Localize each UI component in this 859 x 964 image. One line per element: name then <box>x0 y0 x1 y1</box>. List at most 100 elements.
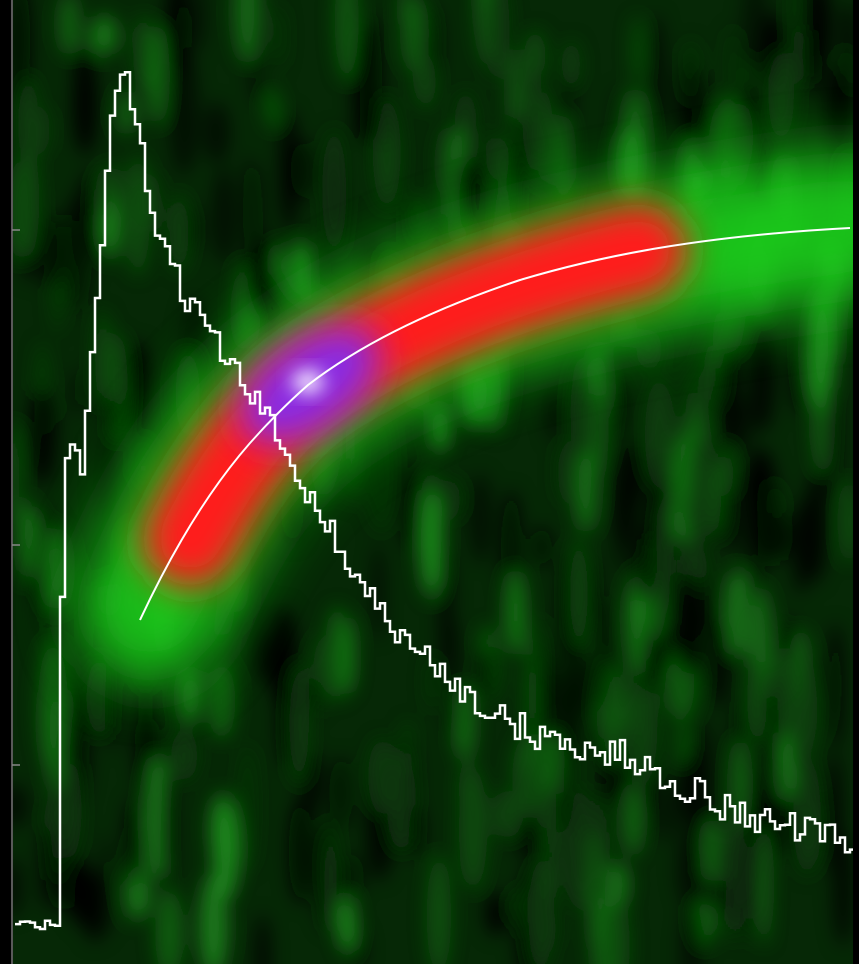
noise-blob <box>683 750 701 821</box>
noise-blob <box>597 595 611 712</box>
noise-blob <box>721 442 734 497</box>
noise-blob <box>557 440 573 504</box>
noise-blob <box>372 95 401 209</box>
noise-blob <box>600 760 620 805</box>
noise-blob <box>703 819 722 882</box>
noise-blob <box>485 130 500 181</box>
noise-blob <box>288 797 313 905</box>
noise-blob <box>768 49 794 142</box>
noise-blob <box>447 617 459 748</box>
noise-blob <box>199 874 228 964</box>
noise-blob <box>134 716 161 759</box>
noise-blob <box>692 69 703 117</box>
noise-blob <box>766 665 780 785</box>
noise-blob <box>482 0 510 80</box>
noise-blob <box>301 749 322 814</box>
noise-blob <box>249 48 266 106</box>
noise-blob <box>569 535 589 652</box>
noise-blob <box>600 888 630 964</box>
noise-blob <box>523 61 544 171</box>
noise-blob <box>789 0 800 50</box>
noise-blob <box>39 212 64 290</box>
light-curve <box>15 70 853 931</box>
noise-blob <box>650 13 664 134</box>
noise-blob <box>422 489 442 590</box>
noise-blob <box>95 310 111 406</box>
noise-blob <box>712 313 726 369</box>
noise-blob <box>755 660 766 748</box>
noise-blob <box>759 823 770 946</box>
noise-blob <box>234 0 261 63</box>
noise-blob <box>416 55 436 110</box>
noise-blob <box>707 610 732 709</box>
noise-blob <box>709 458 723 537</box>
noise-blob <box>37 642 68 772</box>
noise-blob <box>409 804 424 860</box>
noise-blob <box>169 47 199 176</box>
noise-blob <box>681 411 694 505</box>
noise-blob <box>13 421 21 527</box>
noise-blob <box>28 387 57 485</box>
noise-blob <box>400 459 421 554</box>
noise-blob <box>104 390 116 431</box>
noise-blob <box>749 321 775 433</box>
noise-blob <box>338 896 356 953</box>
noise-blob <box>76 169 100 267</box>
noise-blob <box>468 374 480 421</box>
noise-blob <box>207 663 236 740</box>
noise-blob <box>505 569 527 656</box>
noise-blob <box>512 734 542 818</box>
noise-blob <box>338 855 364 896</box>
noise-blob <box>279 109 299 232</box>
noise-blob <box>804 473 827 584</box>
noise-blob <box>366 405 396 534</box>
noise-blob <box>359 15 383 142</box>
noise-blob <box>612 439 635 543</box>
noise-blob <box>833 831 853 947</box>
noise-blob <box>125 341 151 440</box>
noise-blob <box>780 732 795 801</box>
noise-blob <box>255 914 270 964</box>
noise-blob <box>703 573 716 633</box>
noise-blob <box>43 527 69 609</box>
noise-blob <box>656 495 672 616</box>
noise-blob <box>256 634 282 682</box>
noise-blob <box>289 662 309 786</box>
noise-blob <box>624 784 642 857</box>
noise-blob <box>155 888 184 964</box>
noise-blob <box>725 820 747 942</box>
noise-blob <box>193 0 205 53</box>
noise-blob <box>105 655 123 751</box>
noise-blob <box>509 114 525 231</box>
noise-blob <box>525 29 546 81</box>
noise-blob <box>90 15 118 56</box>
noise-blob <box>717 827 730 898</box>
noise-blob <box>547 384 559 441</box>
noise-blob <box>203 101 231 164</box>
noise-blob <box>171 729 198 782</box>
noise-blob <box>13 783 28 828</box>
noise-blob <box>742 0 768 76</box>
noise-blob <box>13 858 21 918</box>
noise-blob <box>735 465 750 559</box>
noise-blob <box>561 39 581 89</box>
noise-blob <box>182 668 199 725</box>
noise-blob <box>16 144 40 258</box>
noise-blob <box>677 829 707 909</box>
noise-blob <box>663 776 675 844</box>
noise-blob <box>485 891 508 936</box>
noise-blob <box>843 480 853 564</box>
noise-blob <box>841 52 853 155</box>
noise-blob <box>574 450 598 533</box>
noise-blob <box>458 768 488 891</box>
noise-blob <box>538 902 556 954</box>
noise-blob <box>615 373 630 442</box>
noise-blob <box>764 512 791 562</box>
noise-blob <box>290 140 317 200</box>
noise-blob <box>268 606 298 710</box>
noise-blob <box>426 854 451 964</box>
